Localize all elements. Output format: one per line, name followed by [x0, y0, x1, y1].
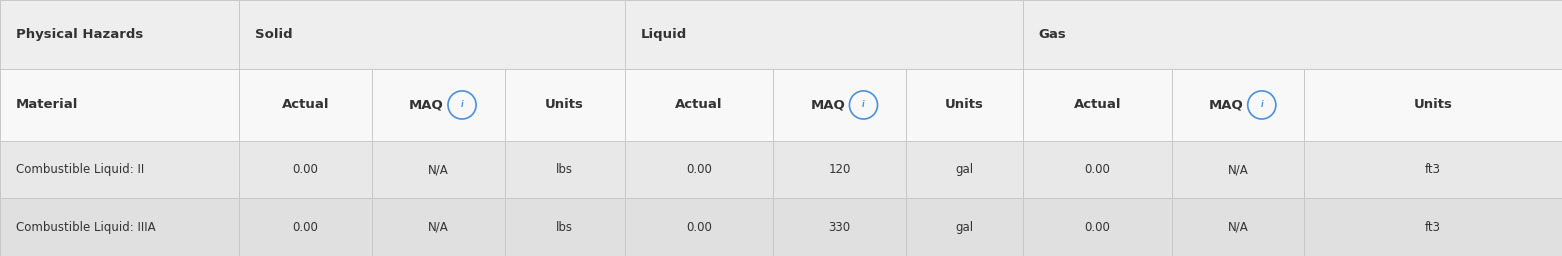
Text: Material: Material	[16, 99, 78, 111]
Text: Physical Hazards: Physical Hazards	[16, 28, 142, 41]
Text: Units: Units	[1414, 99, 1453, 111]
Text: Actual: Actual	[675, 99, 723, 111]
Text: MAQ: MAQ	[811, 99, 845, 111]
Text: ft3: ft3	[1425, 163, 1442, 176]
Bar	[0, 198, 1562, 256]
Text: Actual: Actual	[1073, 99, 1122, 111]
Text: i: i	[862, 100, 865, 110]
Text: MAQ: MAQ	[1209, 99, 1243, 111]
Text: i: i	[461, 100, 464, 110]
Text: Actual: Actual	[281, 99, 330, 111]
Text: 330: 330	[828, 221, 851, 234]
Text: lbs: lbs	[556, 163, 573, 176]
Text: 0.00: 0.00	[292, 163, 319, 176]
Text: lbs: lbs	[556, 221, 573, 234]
Text: 120: 120	[828, 163, 851, 176]
Text: Gas: Gas	[1039, 28, 1067, 41]
Text: gal: gal	[956, 221, 973, 234]
Bar	[0, 69, 1562, 141]
Text: MAQ: MAQ	[409, 99, 444, 111]
Text: N/A: N/A	[428, 163, 448, 176]
Text: Liquid: Liquid	[640, 28, 687, 41]
Text: i: i	[1261, 100, 1264, 110]
Text: Solid: Solid	[255, 28, 292, 41]
Text: 0.00: 0.00	[1084, 163, 1111, 176]
Text: Combustible Liquid: II: Combustible Liquid: II	[16, 163, 144, 176]
Text: N/A: N/A	[428, 221, 448, 234]
Text: Units: Units	[545, 99, 584, 111]
Text: 0.00: 0.00	[1084, 221, 1111, 234]
Text: N/A: N/A	[1228, 163, 1248, 176]
Text: gal: gal	[956, 163, 973, 176]
Text: N/A: N/A	[1228, 221, 1248, 234]
Text: 0.00: 0.00	[292, 221, 319, 234]
Text: ft3: ft3	[1425, 221, 1442, 234]
Text: Units: Units	[945, 99, 984, 111]
Text: Combustible Liquid: IIIA: Combustible Liquid: IIIA	[16, 221, 155, 234]
Text: 0.00: 0.00	[686, 221, 712, 234]
Bar	[0, 0, 1562, 69]
Text: 0.00: 0.00	[686, 163, 712, 176]
Bar	[0, 141, 1562, 198]
